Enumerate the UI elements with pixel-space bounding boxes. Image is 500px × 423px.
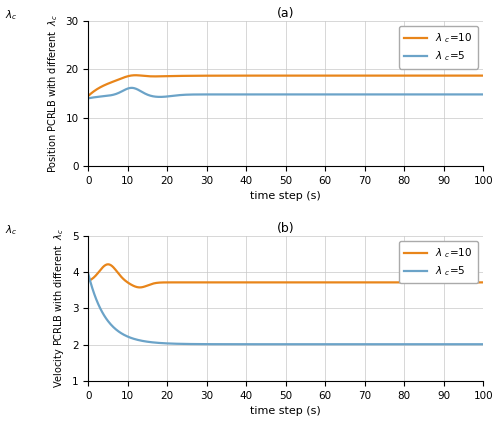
Title: (b): (b) — [277, 222, 294, 235]
Title: (a): (a) — [277, 7, 294, 20]
Legend: $\lambda$ $_c$=10, $\lambda$ $_c$=5: $\lambda$ $_c$=10, $\lambda$ $_c$=5 — [399, 241, 478, 283]
Text: $\lambda_c$: $\lambda_c$ — [6, 8, 18, 22]
Text: $\lambda_c$: $\lambda_c$ — [6, 223, 18, 237]
Y-axis label: Velocity PCRLB with different  $\lambda_c$: Velocity PCRLB with different $\lambda_c… — [52, 228, 66, 388]
Y-axis label: Position PCRLB with different  $\lambda_c$: Position PCRLB with different $\lambda_c… — [46, 14, 60, 173]
X-axis label: time step (s): time step (s) — [250, 191, 321, 201]
X-axis label: time step (s): time step (s) — [250, 406, 321, 416]
Legend: $\lambda$ $_c$=10, $\lambda$ $_c$=5: $\lambda$ $_c$=10, $\lambda$ $_c$=5 — [399, 26, 478, 69]
